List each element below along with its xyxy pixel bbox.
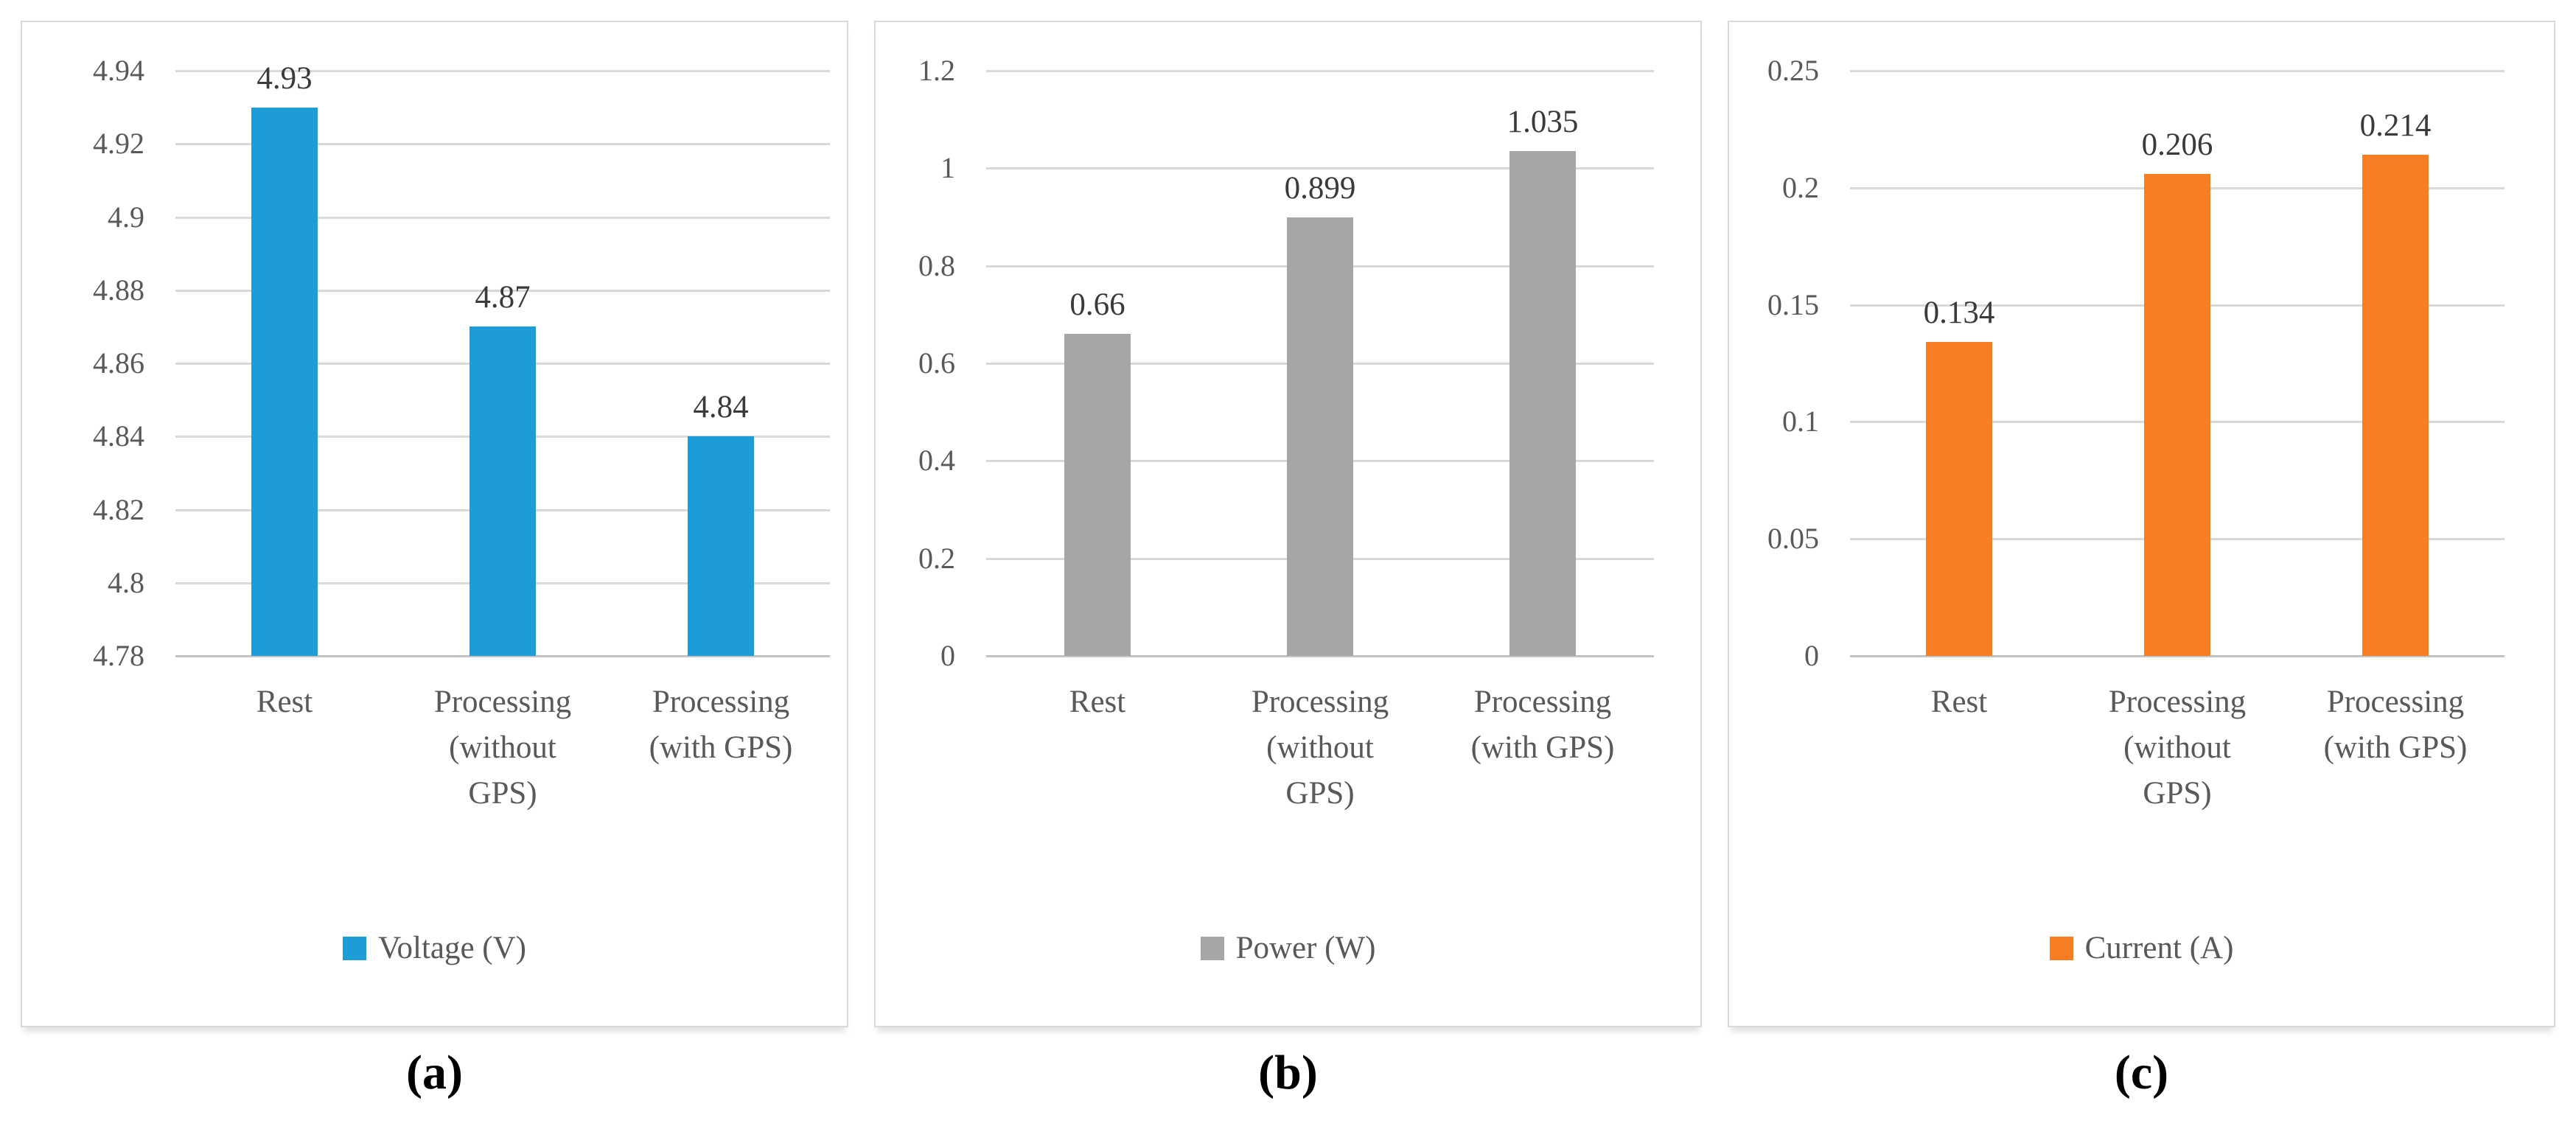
- current-plot-area: 0.25 0.2 0.15 0.1 0.05 0 0.134 0.206 0.214: [1767, 56, 2505, 671]
- gridline: [175, 290, 830, 292]
- bar-processing-with-gps-: [1509, 151, 1576, 656]
- y-axis-tick-label: 4.86: [93, 346, 144, 380]
- bar-processing-without-gps-: [2144, 174, 2210, 656]
- x-axis-category-label: Processing (with GPS): [607, 679, 835, 771]
- bar-value-label: 0.206: [2141, 127, 2213, 162]
- gridline: [986, 167, 1654, 169]
- y-axis-tick-label: 0.25: [1767, 54, 1819, 87]
- x-axis-category-label: Processing (without GPS): [1206, 679, 1434, 817]
- bar-rest: [1064, 334, 1131, 656]
- bar-value-label: 0.66: [1069, 287, 1125, 322]
- voltage-legend: Voltage (V): [22, 930, 847, 966]
- y-axis-tick-label: 1.2: [918, 54, 955, 87]
- legend-label: Voltage (V): [377, 931, 527, 965]
- legend-color-swatch: [1200, 936, 1224, 960]
- caption-a: (a): [406, 1046, 463, 1100]
- y-axis-tick-label: 0.1: [1782, 405, 1819, 438]
- bar-value-label: 0.899: [1284, 171, 1356, 206]
- category-label-line: Processing: [2108, 685, 2247, 719]
- y-axis-tick-label: 0.15: [1767, 288, 1819, 321]
- y-axis-tick-label: 1: [940, 151, 955, 184]
- bar-value-label: 1.035: [1507, 105, 1579, 139]
- y-axis-tick-label: 4.9: [108, 200, 144, 234]
- y-axis-tick-label: 4.78: [93, 639, 144, 672]
- gridline: [1850, 655, 2505, 657]
- bar-value-label: 0.214: [2359, 108, 2432, 143]
- category-label-line: Rest: [256, 685, 313, 719]
- category-label-line: Rest: [1069, 685, 1126, 719]
- category-label-line: (without: [449, 730, 556, 765]
- category-label-line: (without: [1266, 730, 1374, 765]
- category-label-line: (without: [2123, 730, 2231, 765]
- power-plot-area: 1.2 1 0.8 0.6 0.4 0.2 0 0.66 0.899 1.035: [918, 56, 1654, 671]
- y-axis-tick-label: 0.05: [1767, 522, 1819, 555]
- voltage-plot-area: 4.94 4.92 4.9 4.88 4.86 4.84 4.82 4.8 4.78 4.93 4.…: [93, 56, 830, 671]
- bar-processing-with-gps-: [688, 436, 754, 656]
- category-label-line: Processing: [652, 685, 790, 719]
- current-chart-panel: 0.25 0.2 0.15 0.1 0.05 0 0.134 0.206 0.214 Curre…: [1728, 21, 2555, 1027]
- bar-processing-with-gps-: [2362, 155, 2429, 656]
- category-label-line: GPS): [2143, 776, 2212, 811]
- x-axis-category-label: Processing (without GPS): [2063, 679, 2291, 817]
- chart-panels-row: 4.94 4.92 4.9 4.88 4.86 4.84 4.82 4.8 4.78 4.93 4.…: [21, 21, 2555, 1027]
- voltage-chart-panel: 4.94 4.92 4.9 4.88 4.86 4.84 4.82 4.8 4.78 4.93 4.…: [21, 21, 848, 1027]
- category-label-line: Processing: [2326, 685, 2465, 719]
- bar-value-label: 4.87: [475, 280, 531, 315]
- category-label-line: Processing: [433, 685, 572, 719]
- caption-c: (c): [2114, 1046, 2169, 1100]
- bar-value-label: 4.84: [693, 390, 749, 424]
- category-label-line: GPS): [1285, 776, 1355, 811]
- y-axis-tick-label: 4.92: [93, 127, 144, 160]
- x-axis-category-label: Processing (without GPS): [388, 679, 617, 817]
- category-label-line: Processing: [1473, 685, 1612, 719]
- y-axis-tick-label: 4.94: [93, 54, 144, 87]
- bar-processing-without-gps-: [1287, 217, 1353, 656]
- power-legend: Power (W): [876, 930, 1700, 966]
- current-legend: Current (A): [1729, 930, 2554, 966]
- legend-label: Current (A): [2084, 931, 2234, 965]
- y-axis-tick-label: 4.8: [108, 566, 144, 599]
- y-axis-tick-label: 4.88: [93, 273, 144, 307]
- y-axis-tick-label: 0: [1804, 639, 1819, 672]
- power-chart-panel: 1.2 1 0.8 0.6 0.4 0.2 0 0.66 0.899 1.035 Power (W…: [874, 21, 1702, 1027]
- y-axis-tick-label: 0.6: [918, 346, 955, 380]
- y-axis-tick-label: 0.8: [918, 249, 955, 282]
- category-label-line: Processing: [1251, 685, 1389, 719]
- bar-value-label: 4.93: [256, 61, 313, 96]
- gridline: [175, 143, 830, 145]
- gridline: [1850, 70, 2505, 72]
- y-axis-tick-label: 0.4: [918, 444, 955, 477]
- y-axis-tick-label: 0.2: [1782, 171, 1819, 204]
- category-label-line: (with GPS): [649, 730, 793, 765]
- x-axis-category-label: Processing (with GPS): [1428, 679, 1657, 771]
- caption-b: (b): [1258, 1046, 1318, 1100]
- bar-value-label: 0.134: [1923, 296, 1995, 330]
- legend-label: Power (W): [1235, 931, 1376, 965]
- category-label-line: GPS): [468, 776, 537, 811]
- category-label-line: Rest: [1930, 685, 1988, 719]
- gridline: [175, 655, 830, 657]
- bar-rest: [251, 108, 318, 656]
- bar-rest: [1926, 342, 1992, 656]
- gridline: [986, 70, 1654, 72]
- category-label-line: (with GPS): [1470, 730, 1615, 765]
- bar-processing-without-gps-: [470, 326, 536, 656]
- captions-row: (a) (b) (c): [0, 1032, 2576, 1101]
- category-label-line: (with GPS): [2323, 730, 2468, 765]
- gridline: [175, 217, 830, 219]
- x-axis-category-label: Rest: [170, 679, 399, 725]
- y-axis-tick-label: 0.2: [918, 542, 955, 575]
- gridline: [986, 655, 1654, 657]
- legend-color-swatch: [342, 936, 366, 960]
- x-axis-category-label: Rest: [1845, 679, 2073, 725]
- legend-color-swatch: [2049, 936, 2073, 960]
- x-axis-category-label: Processing (with GPS): [2281, 679, 2510, 771]
- x-axis-category-label: Rest: [983, 679, 1212, 725]
- y-axis-tick-label: 4.82: [93, 493, 144, 526]
- y-axis-tick-label: 4.84: [93, 419, 144, 452]
- gridline: [175, 70, 830, 72]
- y-axis-tick-label: 0: [940, 639, 955, 672]
